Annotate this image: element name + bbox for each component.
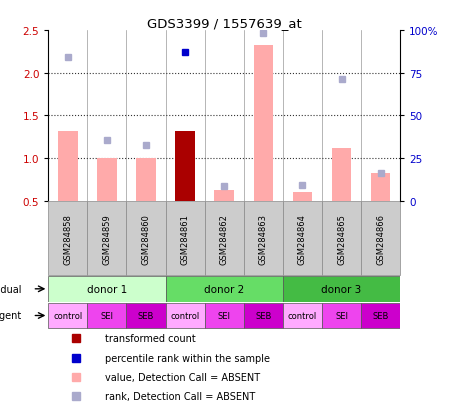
Text: agent: agent: [0, 311, 22, 321]
FancyBboxPatch shape: [87, 303, 126, 328]
Text: SEI: SEI: [334, 311, 347, 320]
Bar: [370, 173, 390, 201]
Bar: [253, 46, 273, 201]
Bar: [97, 159, 117, 201]
Bar: [292, 193, 312, 201]
Text: GSM284866: GSM284866: [375, 213, 384, 264]
Title: GDS3399 / 1557639_at: GDS3399 / 1557639_at: [146, 17, 301, 30]
Text: GSM284862: GSM284862: [219, 213, 228, 264]
FancyBboxPatch shape: [126, 303, 165, 328]
Text: GSM284864: GSM284864: [297, 213, 306, 264]
FancyBboxPatch shape: [360, 303, 399, 328]
Text: individual: individual: [0, 284, 22, 294]
Text: control: control: [287, 311, 316, 320]
Text: SEI: SEI: [217, 311, 230, 320]
Bar: [331, 149, 351, 201]
Bar: [58, 131, 78, 201]
Text: value, Detection Call = ABSENT: value, Detection Call = ABSENT: [104, 372, 259, 382]
Text: donor 3: donor 3: [321, 284, 361, 294]
FancyBboxPatch shape: [87, 201, 126, 276]
Text: percentile rank within the sample: percentile rank within the sample: [104, 353, 269, 363]
Text: donor 1: donor 1: [87, 284, 127, 294]
FancyBboxPatch shape: [48, 303, 87, 328]
FancyBboxPatch shape: [321, 303, 360, 328]
Text: GSM284863: GSM284863: [258, 213, 267, 264]
Text: rank, Detection Call = ABSENT: rank, Detection Call = ABSENT: [104, 391, 254, 401]
Text: GSM284861: GSM284861: [180, 213, 189, 264]
Text: SEB: SEB: [372, 311, 388, 320]
Text: SEB: SEB: [138, 311, 154, 320]
Bar: [136, 159, 156, 201]
FancyBboxPatch shape: [321, 201, 360, 276]
Text: GSM284860: GSM284860: [141, 213, 150, 264]
Text: SEB: SEB: [255, 311, 271, 320]
FancyBboxPatch shape: [243, 303, 282, 328]
Text: GSM284858: GSM284858: [63, 213, 72, 264]
Text: SEI: SEI: [100, 311, 113, 320]
FancyBboxPatch shape: [126, 201, 165, 276]
FancyBboxPatch shape: [165, 303, 204, 328]
Bar: [214, 190, 234, 201]
FancyBboxPatch shape: [282, 201, 321, 276]
FancyBboxPatch shape: [204, 303, 243, 328]
FancyBboxPatch shape: [243, 201, 282, 276]
FancyBboxPatch shape: [165, 201, 204, 276]
FancyBboxPatch shape: [165, 276, 282, 302]
Text: donor 2: donor 2: [204, 284, 244, 294]
Text: GSM284865: GSM284865: [336, 213, 345, 264]
FancyBboxPatch shape: [282, 303, 321, 328]
FancyBboxPatch shape: [48, 201, 87, 276]
Text: control: control: [53, 311, 82, 320]
FancyBboxPatch shape: [360, 201, 399, 276]
Text: transformed count: transformed count: [104, 334, 195, 344]
FancyBboxPatch shape: [282, 276, 399, 302]
FancyBboxPatch shape: [48, 276, 165, 302]
Text: control: control: [170, 311, 199, 320]
FancyBboxPatch shape: [204, 201, 243, 276]
Bar: [175, 131, 195, 201]
Text: GSM284859: GSM284859: [102, 213, 111, 264]
